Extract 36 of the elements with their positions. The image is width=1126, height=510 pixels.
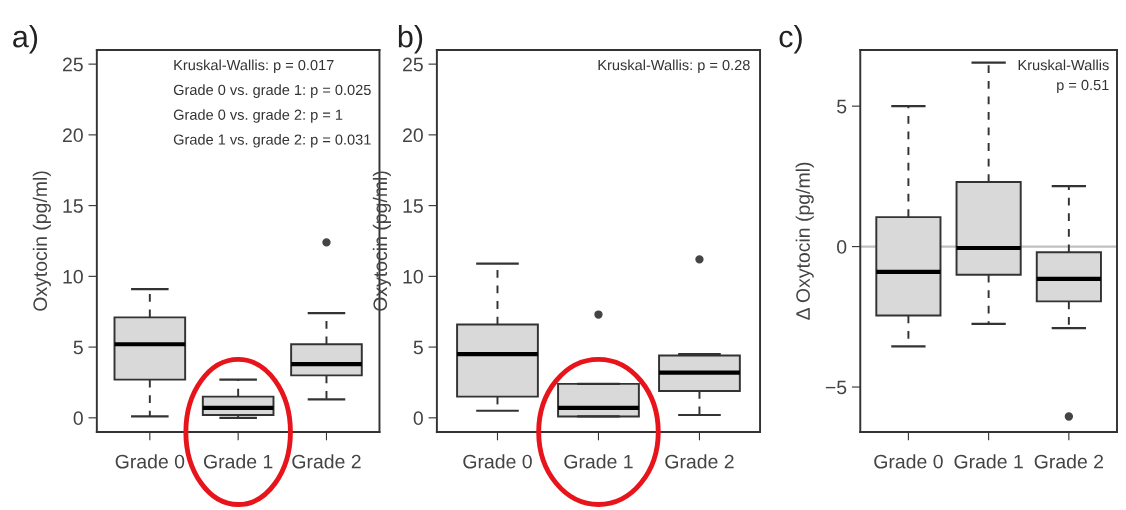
annotation: Kruskal-Wallis p = 0.51 — [1018, 59, 1109, 94]
y-tick-label: 5 — [73, 340, 83, 355]
annotation: Kruskal-Wallis: p = 0.28 — [598, 59, 750, 74]
y-tick-label: −5 — [825, 380, 847, 395]
annotation: Grade 1 vs. grade 2: p = 0.031 — [173, 134, 371, 148]
y-tick-label: 5 — [837, 99, 847, 114]
y-tick-label: 10 — [403, 269, 423, 284]
x-tick-label: Grade 1 — [204, 454, 273, 469]
x-tick-label: Grade 2 — [292, 454, 361, 469]
x-tick-label: Grade 1 — [954, 454, 1023, 469]
x-tick-label: Grade 2 — [665, 454, 734, 469]
y-tick-label: 0 — [837, 240, 847, 254]
annotation: Kruskal-Wallis: p = 0.017 — [174, 59, 334, 74]
chart-title: a) — [13, 25, 38, 54]
y-axis-title: Oxytocin (pg/ml) — [372, 171, 391, 311]
x-tick-label: Grade 0 — [874, 454, 943, 469]
chart-title: b) — [398, 25, 423, 54]
x-tick-label: Grade 2 — [1034, 454, 1104, 469]
x-tick-label: Grade 0 — [463, 454, 532, 469]
y-tick-label: 20 — [403, 128, 423, 143]
y-tick-label: 15 — [63, 199, 83, 213]
x-tick-label: Grade 0 — [115, 454, 185, 469]
y-tick-label: 15 — [403, 199, 423, 213]
y-tick-label: 20 — [62, 128, 83, 143]
y-tick-label: 10 — [63, 269, 83, 284]
annotation: Grade 0 vs. grade 2: p = 1 — [173, 109, 343, 123]
y-tick-label: 5 — [413, 340, 423, 355]
x-tick-label: Grade 1 — [564, 454, 633, 469]
y-tick-label: 0 — [413, 411, 423, 426]
annotation: Grade 0 vs. grade 1: p = 0.025 — [173, 84, 371, 98]
y-tick-label: 25 — [403, 57, 423, 72]
y-axis-title: Oxytocin (pg/ml) — [32, 171, 51, 311]
y-tick-label: 0 — [73, 411, 83, 426]
y-tick-label: 25 — [62, 57, 83, 72]
chart-title: c) — [779, 25, 802, 54]
y-axis-title: Δ Oxytocin (pg/ml) — [795, 162, 814, 320]
